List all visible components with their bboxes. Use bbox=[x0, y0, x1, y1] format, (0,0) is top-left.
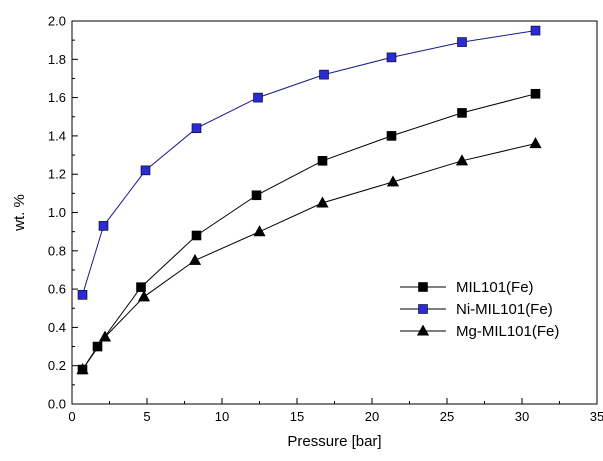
x-tick-label: 0 bbox=[68, 409, 75, 424]
y-tick-label: 1.8 bbox=[48, 52, 66, 67]
legend-label: MIL101(Fe) bbox=[456, 279, 534, 296]
x-tick-label: 10 bbox=[215, 409, 229, 424]
data-point bbox=[386, 52, 397, 63]
y-tick-label: 1.0 bbox=[48, 205, 66, 220]
data-point bbox=[386, 131, 397, 141]
data-point bbox=[98, 330, 112, 342]
data-point bbox=[317, 155, 328, 166]
legend-item: MIL101(Fe) bbox=[400, 279, 534, 296]
legend-item: Mg-MIL101(Fe) bbox=[400, 323, 559, 340]
data-point bbox=[140, 165, 151, 176]
data-point bbox=[191, 123, 202, 134]
y-tick-label: 1.6 bbox=[48, 90, 66, 105]
x-tick-label: 15 bbox=[290, 409, 304, 424]
series-3 bbox=[76, 137, 542, 375]
data-point bbox=[530, 25, 541, 36]
x-tick-label: 25 bbox=[440, 409, 454, 424]
data-point bbox=[98, 221, 109, 231]
legend-marker bbox=[418, 282, 428, 292]
legend: MIL101(Fe) Ni-MIL101(Fe) Mg-MIL101(Fe) bbox=[400, 279, 559, 340]
series-line bbox=[82, 30, 536, 295]
y-tick-label: 2.0 bbox=[48, 14, 66, 29]
legend-item: Ni-MIL101(Fe) bbox=[400, 301, 553, 318]
data-point bbox=[457, 108, 467, 118]
data-point bbox=[253, 225, 266, 237]
legend-label: Ni-MIL101(Fe) bbox=[456, 301, 553, 318]
data-point bbox=[191, 230, 202, 241]
legend-marker bbox=[416, 324, 430, 336]
legend-marker bbox=[418, 304, 428, 314]
legend-label: Mg-MIL101(Fe) bbox=[456, 323, 559, 340]
data-point bbox=[386, 175, 400, 187]
x-tick-label: 35 bbox=[590, 409, 603, 424]
y-tick-label: 0.4 bbox=[48, 320, 66, 335]
data-point bbox=[457, 37, 467, 47]
y-tick-label: 0.0 bbox=[48, 397, 66, 412]
series-layer bbox=[76, 25, 542, 375]
x-tick-label: 5 bbox=[143, 409, 150, 424]
y-tick-label: 0.6 bbox=[48, 282, 66, 297]
y-tick-label: 1.2 bbox=[48, 167, 66, 182]
y-axis: 0.0 0.2 0.4 0.6 0.8 1.0 1.2 1.4 1.6 1.8 2.0 bbox=[48, 14, 78, 412]
data-point bbox=[530, 88, 541, 99]
series-2 bbox=[77, 25, 541, 300]
data-point bbox=[77, 290, 88, 300]
y-tick-label: 1.4 bbox=[48, 128, 66, 143]
data-point bbox=[188, 253, 202, 265]
x-tick-label: 30 bbox=[515, 409, 529, 424]
data-point bbox=[319, 69, 329, 80]
plot-border bbox=[71, 20, 598, 405]
data-point bbox=[529, 137, 542, 149]
plot-area bbox=[71, 20, 598, 405]
data-point bbox=[455, 154, 469, 166]
y-tick-label: 0.2 bbox=[48, 358, 66, 373]
y-axis-title: wt. % bbox=[11, 194, 28, 232]
x-axis: 0 5 10 15 20 25 30 35 bbox=[68, 398, 603, 424]
x-tick-label: 20 bbox=[365, 409, 379, 424]
data-point bbox=[137, 290, 151, 302]
data-point bbox=[253, 92, 263, 103]
x-axis-title: Pressure [bar] bbox=[287, 433, 381, 450]
data-point bbox=[92, 341, 103, 352]
data-point bbox=[76, 363, 89, 375]
data-point bbox=[251, 190, 262, 201]
data-point bbox=[136, 282, 146, 292]
data-point bbox=[316, 196, 329, 208]
y-tick-label: 0.8 bbox=[48, 243, 66, 258]
